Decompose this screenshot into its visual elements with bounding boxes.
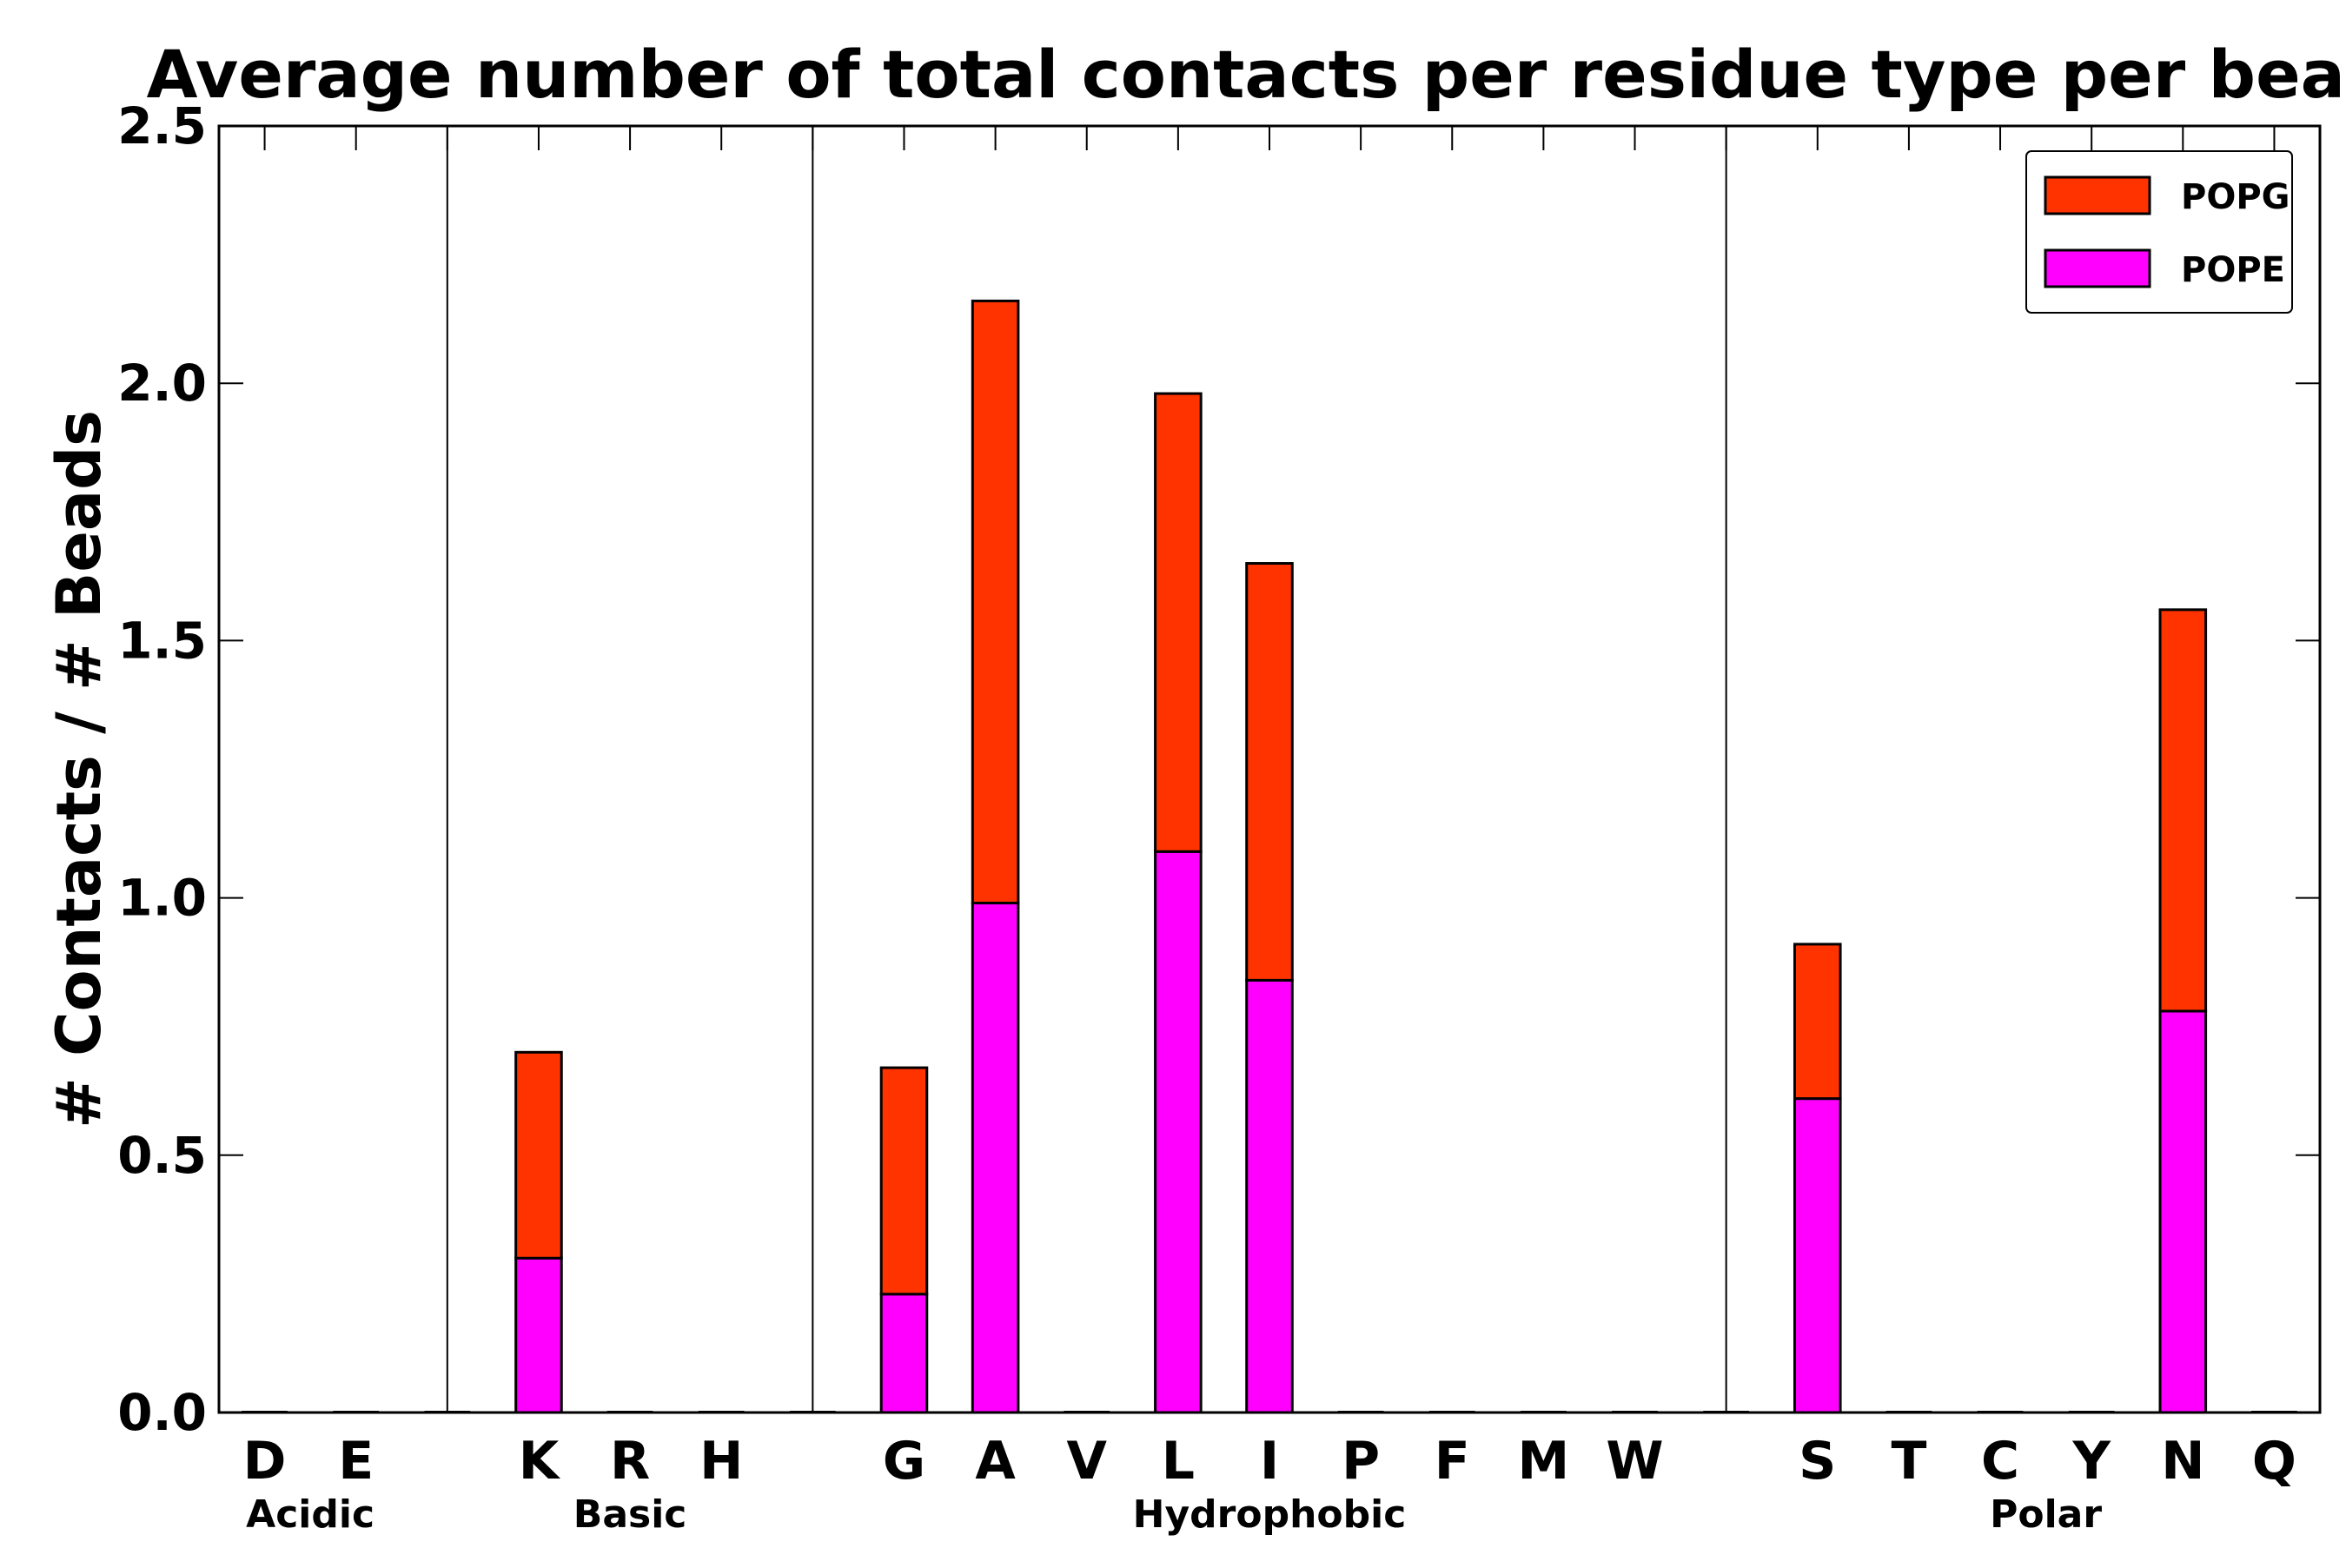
x-tick-label: G	[883, 1431, 925, 1492]
y-tick-label: 2.0	[117, 354, 207, 413]
y-tick-label: 1.5	[117, 611, 207, 670]
x-tick-label: R	[610, 1431, 650, 1492]
x-tick-label: M	[1518, 1431, 1570, 1492]
bar-popg-G	[879, 1066, 929, 1296]
bar-popg-I	[1245, 562, 1294, 982]
x-tick-label: V	[1067, 1431, 1108, 1492]
bar-pope-I	[1245, 978, 1294, 1414]
x-tick-label: D	[243, 1431, 287, 1492]
x-tick-label: S	[1799, 1431, 1836, 1492]
group-label: Hydrophobic	[1133, 1492, 1407, 1537]
bar-pope-G	[879, 1293, 929, 1414]
y-tick-label: 1.0	[117, 869, 207, 928]
x-tick-label: F	[1435, 1431, 1470, 1492]
x-tick-label: T	[1891, 1431, 1926, 1492]
x-tick-label: W	[1606, 1431, 1663, 1492]
x-tick-label: E	[338, 1431, 374, 1492]
bar-pope-K	[514, 1256, 563, 1414]
x-tick-label: H	[699, 1431, 743, 1492]
bar-pope-N	[2158, 1009, 2208, 1414]
legend-swatch-popg	[2044, 175, 2151, 215]
bar-pope-A	[971, 902, 1020, 1414]
group-label: Acidic	[246, 1492, 374, 1537]
bar-pope-S	[1793, 1097, 1842, 1414]
x-tick-label: L	[1162, 1431, 1195, 1492]
bar-popg-A	[971, 299, 1020, 905]
bar-popg-L	[1154, 392, 1203, 853]
x-tick-label: N	[2161, 1431, 2204, 1492]
legend-swatch-pope	[2044, 248, 2151, 288]
x-tick-label: I	[1260, 1431, 1279, 1492]
x-tick-label: P	[1342, 1431, 1380, 1492]
bar-popg-N	[2158, 608, 2208, 1013]
group-label: Basic	[573, 1492, 687, 1537]
bar-pope-L	[1154, 850, 1203, 1414]
bar-popg-S	[1793, 943, 1842, 1101]
x-tick-label: Q	[2252, 1431, 2296, 1492]
y-tick-label: 0.0	[117, 1383, 207, 1442]
x-tick-label: Y	[2071, 1431, 2111, 1492]
legend-label: POPG	[2181, 177, 2290, 217]
y-axis-label: # Contacts / # Beads	[43, 410, 115, 1128]
chart-title: Average number of total contacts per res…	[147, 36, 2346, 113]
legend-label: POPE	[2181, 250, 2285, 290]
x-tick-label: C	[1981, 1431, 2019, 1492]
bar-popg-K	[514, 1050, 563, 1260]
group-label: Polar	[1990, 1492, 2102, 1537]
y-tick-label: 0.5	[117, 1126, 207, 1185]
x-tick-label: A	[975, 1431, 1016, 1492]
x-tick-label: K	[519, 1431, 561, 1492]
y-tick-label: 2.5	[117, 96, 207, 155]
